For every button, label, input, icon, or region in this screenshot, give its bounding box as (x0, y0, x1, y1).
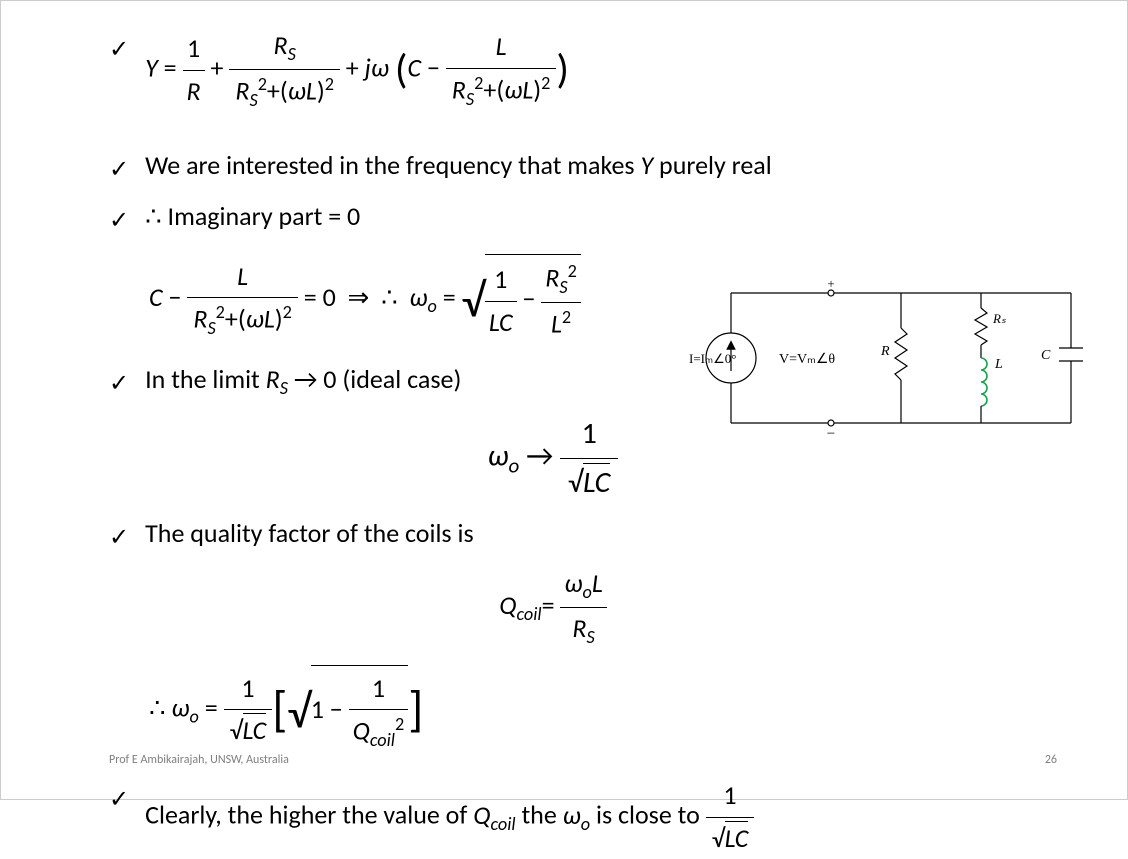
voltage-label: V=Vₘ∠θ (779, 352, 835, 367)
eq1: Y = 1R + RSRS2+(ωL)2 + jω (C − LRS2+(ωL)… (145, 25, 1057, 115)
bullet-clearly: ✓ Clearly, the higher the value of Qcoil… (109, 775, 1057, 859)
check-icon: ✓ (109, 365, 129, 403)
check-icon: ✓ (109, 519, 129, 557)
eq4: Qcoil= ωoLRS (49, 563, 1057, 653)
check-icon: ✓ (109, 202, 129, 240)
L-label: L (994, 357, 1003, 372)
bullet-imaginary: ✓ ∴ Imaginary part = 0 (109, 196, 1057, 240)
plus-label: + (827, 276, 834, 291)
Rs-label: Rₛ (992, 311, 1006, 326)
line-imaginary: ∴ Imaginary part = 0 (145, 196, 1057, 238)
eq5: ∴ ωo = 1√LC[√1 − 1Qcoil2] (149, 665, 1057, 756)
line-clearly: Clearly, the higher the value of Qcoil t… (145, 775, 1057, 859)
circuit-diagram: + − (681, 273, 1085, 443)
footer-author: Prof E Ambikairajah, UNSW, Australia (109, 753, 289, 767)
minus-label: − (827, 426, 835, 442)
source-label: I=Iₘ∠0° (689, 351, 736, 366)
check-icon: ✓ (109, 151, 129, 189)
slide: ✓ Y = 1R + RSRS2+(ωL)2 + jω (C − LRS2+(ω… (0, 0, 1128, 800)
bullet-qfactor: ✓ The quality factor of the coils is (109, 513, 1057, 557)
check-icon: ✓ (109, 781, 129, 819)
C-label: C (1041, 348, 1051, 363)
bullet-eq1: ✓ Y = 1R + RSRS2+(ωL)2 + jω (C − LRS2+(ω… (109, 25, 1057, 115)
R-label: R (880, 344, 890, 359)
check-icon: ✓ (109, 31, 129, 69)
line-interest: We are interested in the frequency that … (145, 145, 1057, 187)
bullet-interest: ✓ We are interested in the frequency tha… (109, 145, 1057, 189)
line-qfactor: The quality factor of the coils is (145, 513, 1057, 555)
footer-page-number: 26 (1045, 753, 1057, 767)
